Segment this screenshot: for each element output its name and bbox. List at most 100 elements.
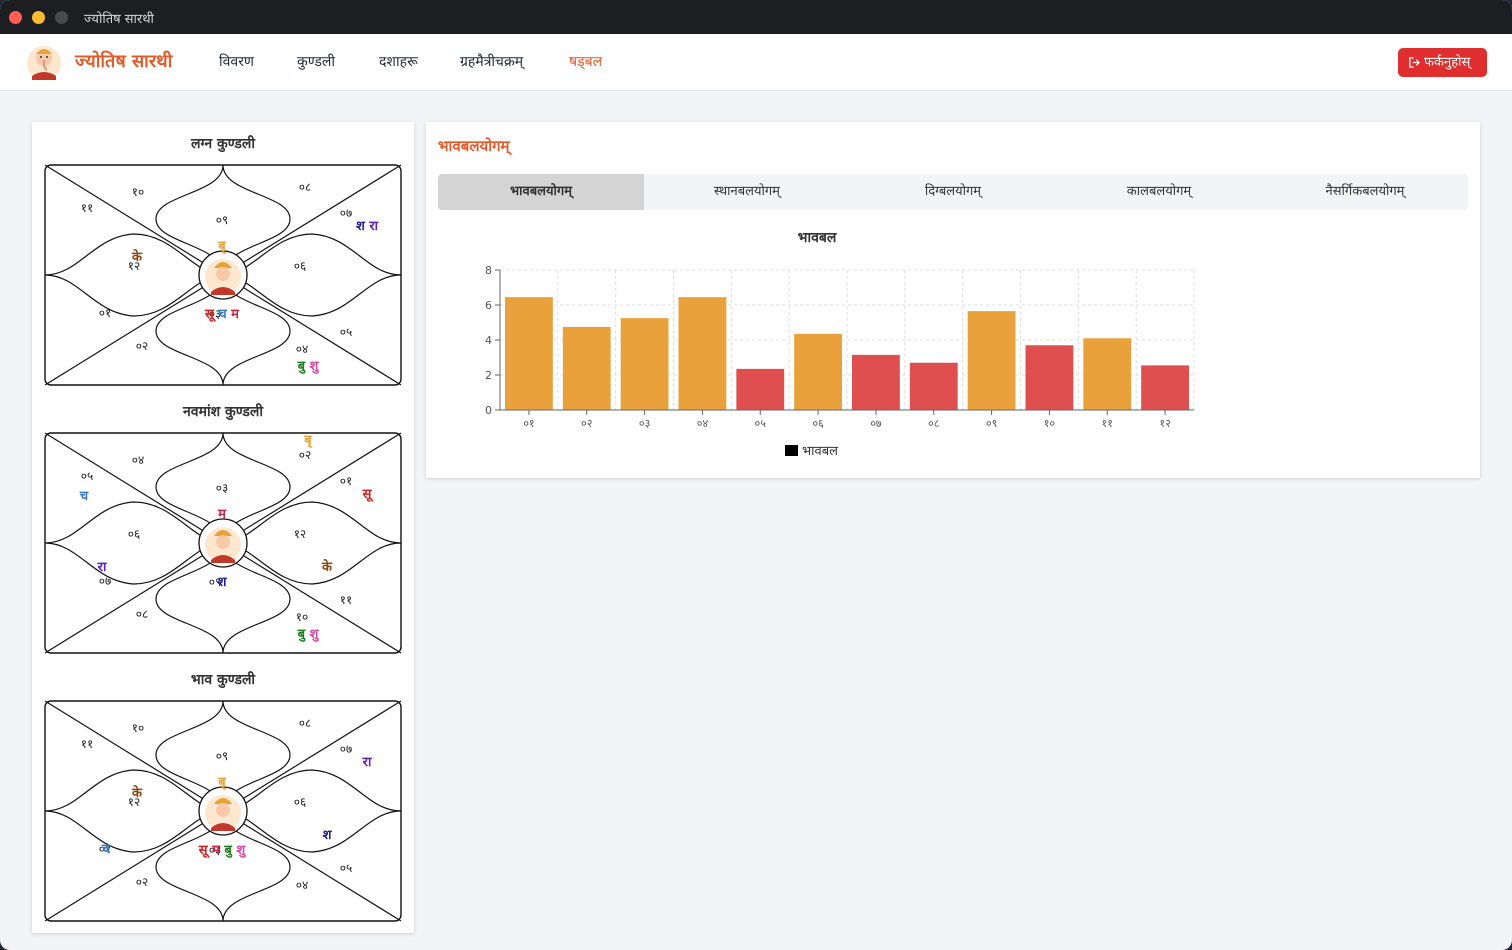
planet-glyph: रा bbox=[362, 755, 372, 770]
house-number: ०१ bbox=[99, 842, 111, 856]
y-tick-label: 4 bbox=[485, 334, 492, 347]
section-title: भावबलयोगम् bbox=[438, 137, 510, 155]
x-tick-label: ०८ bbox=[928, 417, 940, 430]
x-tick-label: ०४ bbox=[697, 417, 709, 430]
brand-name[interactable]: ज्योतिष सारथी bbox=[75, 51, 173, 72]
logout-icon bbox=[1409, 57, 1420, 68]
planet-glyph: म bbox=[227, 307, 241, 322]
planet-label: बृ bbox=[217, 239, 226, 254]
zoom-window-button[interactable] bbox=[55, 11, 68, 24]
planet-glyph: बु bbox=[297, 359, 306, 374]
house-number: ०८ bbox=[299, 716, 311, 730]
house-number: ११ bbox=[81, 737, 93, 751]
planet-glyph: सू bbox=[198, 843, 211, 858]
planet-label: सू च म bbox=[204, 307, 240, 322]
bar[interactable] bbox=[505, 297, 553, 410]
nav-item-shadbala[interactable]: षड्बल bbox=[569, 54, 603, 70]
house-number: १० bbox=[296, 610, 308, 624]
bar[interactable] bbox=[1141, 365, 1189, 410]
tab-sthanabala[interactable]: स्थानबलयोगम् bbox=[714, 184, 780, 199]
house-number: ०९ bbox=[216, 749, 228, 763]
bar[interactable] bbox=[1025, 345, 1074, 410]
planet-label: श रा bbox=[356, 219, 379, 234]
navamsha-kundali-chart: ०३ ०४ ०५ ०६ ०७ ०८ ०९ १० ११ १२ ०१ ०२ म च रा श बु शु के सू बृ bbox=[44, 432, 402, 654]
planet-glyph: शु bbox=[232, 843, 247, 858]
planet-glyph: बु bbox=[297, 627, 306, 642]
bar[interactable] bbox=[562, 326, 611, 410]
chart-title: भावबल bbox=[798, 230, 837, 246]
y-tick-label: 6 bbox=[485, 299, 492, 312]
house-number: ०३ bbox=[209, 843, 221, 857]
planet-glyph: च bbox=[79, 489, 89, 504]
tab-naisargikabala[interactable]: नैसर्गिकबलयोगम् bbox=[1325, 184, 1405, 199]
x-tick-label: ०२ bbox=[581, 417, 592, 430]
logout-label: फर्कनुहोस् bbox=[1424, 55, 1471, 70]
x-tick-label: ०५ bbox=[755, 417, 767, 430]
planet-label: बु शु bbox=[297, 359, 320, 374]
house-number: ०६ bbox=[294, 795, 306, 809]
planet-glyph: शु bbox=[305, 627, 320, 642]
bar[interactable] bbox=[1083, 338, 1132, 410]
house-number: ०९ bbox=[216, 213, 228, 227]
planet-glyph: बृ bbox=[217, 239, 226, 254]
planet-label: सू bbox=[362, 487, 375, 502]
planet-glyph: बृ bbox=[217, 775, 226, 790]
house-number: ११ bbox=[340, 593, 352, 607]
planet-label: च bbox=[101, 842, 111, 857]
minimize-window-button[interactable] bbox=[32, 11, 45, 24]
planet-label: म bbox=[217, 507, 227, 522]
x-tick-label: ०३ bbox=[639, 417, 650, 430]
bar[interactable] bbox=[909, 362, 958, 410]
planet-label: बु शु bbox=[297, 627, 320, 642]
tab-digbala[interactable]: दिग्बलयोगम् bbox=[924, 184, 982, 199]
planet-glyph: के bbox=[131, 249, 143, 265]
house-number: ०३ bbox=[209, 307, 221, 321]
x-tick-label: ०१ bbox=[523, 417, 534, 430]
planet-glyph: श bbox=[356, 219, 366, 234]
house-number: १२ bbox=[128, 795, 140, 809]
nav-item-grahamaitri[interactable]: ग्रहमैत्रीचक्रम् bbox=[460, 54, 524, 70]
bar[interactable] bbox=[967, 311, 1016, 410]
planet-glyph: शु bbox=[305, 359, 320, 374]
y-tick-label: 2 bbox=[485, 369, 492, 382]
x-tick-label: ०६ bbox=[812, 417, 824, 430]
planet-label: रा bbox=[97, 560, 107, 575]
tab-kalabala[interactable]: कालबलयोगम् bbox=[1126, 184, 1192, 199]
planet-glyph: बु bbox=[220, 843, 233, 858]
close-window-button[interactable] bbox=[9, 11, 22, 24]
ganesha-logo-icon[interactable] bbox=[24, 42, 64, 82]
house-number: ०८ bbox=[136, 607, 148, 621]
house-number: ०७ bbox=[340, 206, 352, 220]
nav-item-dasha[interactable]: दशाहरू bbox=[379, 54, 418, 70]
bhavabala-panel: भावबलयोगम् भावबलयोगम् स्थानबलयोगम् दिग्ब… bbox=[426, 122, 1480, 478]
bar[interactable] bbox=[794, 333, 842, 410]
planet-glyph: रा bbox=[365, 219, 379, 234]
lagna-kundali-title: लग्न कुण्डली bbox=[190, 136, 256, 152]
planet-glyph: के bbox=[131, 785, 143, 801]
nav-item-kundali[interactable]: कुण्डली bbox=[297, 54, 336, 70]
house-number: ०७ bbox=[99, 574, 111, 588]
house-number: ०५ bbox=[340, 861, 352, 875]
house-number: ०२ bbox=[136, 875, 148, 889]
kundali-panel: लग्न कुण्डली ०९ १० ११ १२ ०१ ०२ ०३ ०४ ०५ ०६ ०७ ०८ बृ क… bbox=[32, 122, 414, 933]
house-number: १० bbox=[132, 185, 144, 199]
house-number: ०२ bbox=[299, 448, 311, 462]
bar[interactable] bbox=[678, 297, 727, 410]
planet-label: च bbox=[79, 489, 89, 504]
planet-label: के bbox=[131, 249, 143, 265]
bar[interactable] bbox=[620, 318, 669, 410]
nav-item-details[interactable]: विवरण bbox=[219, 54, 255, 70]
house-number: ०८ bbox=[299, 180, 311, 194]
planet-label: बृ bbox=[303, 433, 312, 448]
x-tick-label: ११ bbox=[1102, 417, 1113, 430]
house-number: ०९ bbox=[209, 575, 221, 589]
bar[interactable] bbox=[852, 354, 900, 410]
planet-glyph: म bbox=[217, 507, 227, 522]
y-tick-label: 8 bbox=[485, 264, 492, 277]
tab-bhavabala[interactable]: भावबलयोगम् bbox=[438, 174, 644, 210]
planet-label: के bbox=[131, 785, 143, 801]
bar[interactable] bbox=[736, 368, 785, 410]
legend-swatch bbox=[785, 445, 798, 456]
planet-label: श bbox=[218, 575, 228, 590]
logout-button[interactable]: फर्कनुहोस् bbox=[1398, 48, 1487, 77]
